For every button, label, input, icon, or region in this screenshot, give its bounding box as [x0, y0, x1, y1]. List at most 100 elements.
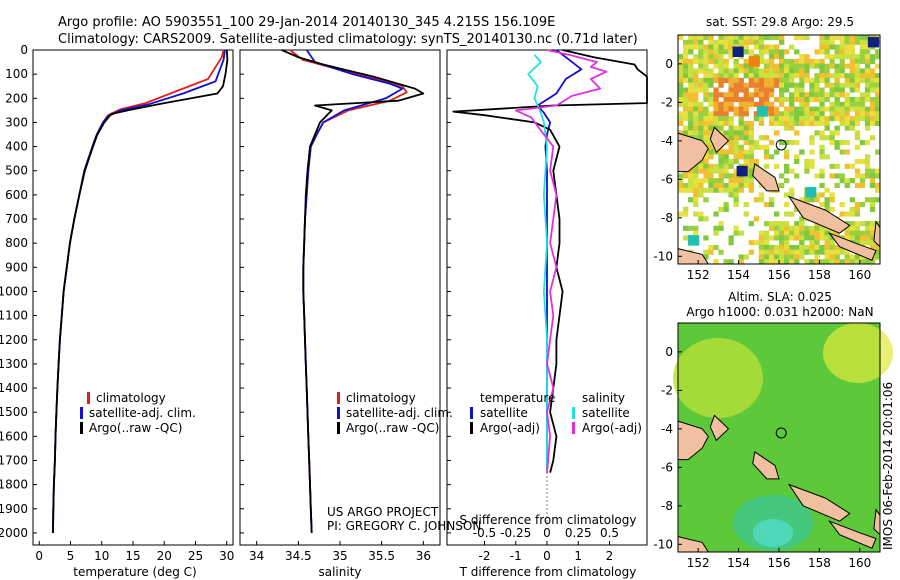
sst-cell — [738, 77, 744, 83]
sst-cell — [859, 39, 866, 45]
sst-cell — [758, 77, 765, 83]
sst-cell — [784, 163, 790, 169]
sst-cell — [768, 54, 775, 60]
header-line-2: Climatology: CARS2009. Satellite-adjuste… — [58, 32, 638, 47]
sst-cell — [678, 211, 684, 217]
sst-cell — [809, 111, 815, 117]
sst-cell — [854, 77, 861, 83]
sst-cell — [748, 168, 754, 174]
sst-cell — [703, 49, 709, 55]
sst-cell — [779, 49, 785, 55]
sst-cell — [819, 39, 825, 45]
sst-cell — [718, 92, 724, 98]
sst-cell — [794, 130, 800, 136]
sst-cell — [784, 111, 790, 117]
sst-cell — [743, 211, 749, 217]
sst-cell — [678, 82, 684, 88]
sst-cell — [728, 97, 734, 103]
sst-cell — [779, 97, 785, 103]
sst-cell — [809, 106, 815, 112]
sst-cell — [768, 154, 775, 160]
sst-cell — [819, 101, 825, 107]
sst-cell — [864, 235, 871, 241]
sst-cell — [728, 44, 734, 50]
sst-cell — [799, 244, 805, 250]
sst-cell — [708, 140, 714, 146]
sst-cell — [844, 92, 850, 98]
sst-cell — [703, 35, 709, 41]
sst-cell — [854, 254, 861, 260]
legend-label-clim: climatology — [96, 391, 166, 405]
sst-cell — [708, 163, 714, 169]
sst-cell — [728, 49, 734, 55]
map-x-tick-label: 160 — [848, 556, 871, 570]
sst-cell — [779, 111, 785, 117]
sst-cell — [743, 182, 749, 188]
map-x-tick-label: 160 — [848, 268, 871, 282]
sst-cell — [849, 125, 855, 131]
sst-cell — [864, 240, 871, 246]
legend-label-s-argo: Argo(-adj) — [582, 421, 642, 435]
sst-cell — [779, 77, 785, 83]
sst-cell — [753, 35, 760, 41]
sst-cell — [763, 221, 770, 227]
legend-swatch-clim — [337, 392, 340, 404]
sst-cell — [834, 73, 840, 79]
sst-cell — [703, 130, 709, 136]
sst-cell — [678, 130, 684, 136]
sst-cell — [784, 192, 790, 198]
sst-cell — [834, 144, 840, 150]
sst-cell — [799, 249, 805, 255]
sst-cell — [738, 111, 744, 117]
s-tick-label: 0 — [543, 526, 551, 540]
sst-cell — [688, 187, 694, 193]
sst-cell — [784, 140, 790, 146]
sst-cell — [768, 235, 775, 241]
sst-cell — [849, 259, 855, 265]
sst-cell — [784, 244, 790, 250]
sst-cell — [758, 35, 765, 41]
sst-cell — [753, 216, 760, 222]
sst-cell — [693, 211, 699, 217]
y-tick-label: 0 — [20, 43, 28, 57]
sst-cell — [864, 68, 871, 74]
sst-cell — [839, 111, 845, 117]
sst-cell — [774, 249, 780, 255]
sst-cell — [864, 58, 871, 64]
sst-cell — [814, 225, 820, 231]
sst-cell — [809, 87, 815, 93]
legend-swatch-argo — [337, 422, 340, 434]
sst-cell — [854, 63, 861, 69]
sst-cell — [819, 63, 825, 69]
x-tick-label: 0 — [35, 549, 43, 563]
sst-cell — [733, 77, 739, 83]
sst-cell — [698, 182, 704, 188]
sst-cell — [733, 225, 739, 231]
sst-cell — [779, 249, 785, 255]
sst-cell — [718, 154, 724, 160]
sst-cell — [728, 159, 734, 165]
sst-cell — [763, 77, 770, 83]
sst-cell-anomaly — [805, 187, 817, 198]
sst-cell — [703, 154, 709, 160]
sst-cell — [814, 106, 820, 112]
sst-cell — [763, 259, 770, 265]
sst-cell — [824, 39, 830, 45]
sst-cell — [859, 230, 866, 236]
sst-cell — [869, 240, 876, 246]
sst-cell-anomaly — [732, 46, 744, 58]
sst-cell — [723, 202, 729, 208]
sst-cell — [844, 211, 850, 217]
sst-cell — [774, 63, 780, 69]
y-tick-label: 300 — [5, 115, 28, 129]
sst-cell — [723, 77, 729, 83]
sst-cell — [683, 182, 689, 188]
sst-cell — [718, 221, 724, 227]
sst-cell — [799, 221, 805, 227]
sst-cell — [794, 58, 800, 64]
sst-cell — [718, 125, 724, 131]
sst-cell — [819, 235, 825, 241]
sst-cell — [748, 73, 754, 79]
sst-cell — [794, 120, 800, 126]
sst-cell — [758, 240, 765, 246]
